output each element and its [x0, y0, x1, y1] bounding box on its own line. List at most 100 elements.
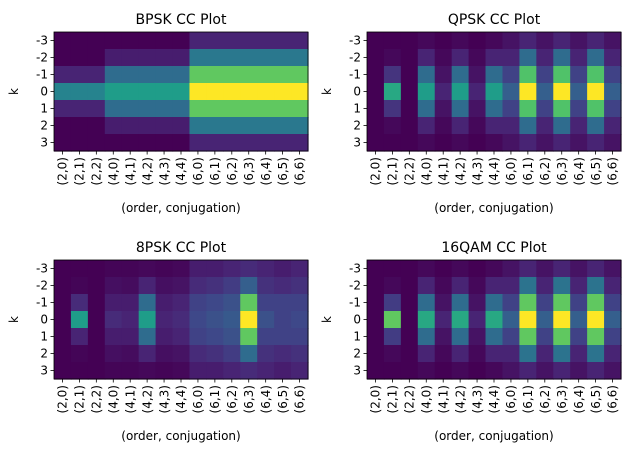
- heatmap-cell: [155, 311, 174, 329]
- heatmap-cell: [468, 345, 487, 363]
- heatmap-cell: [172, 362, 191, 380]
- x-tick-label: (6,4): [572, 385, 586, 413]
- heatmap-cell: [502, 66, 520, 84]
- heatmap-cell: [240, 134, 258, 152]
- heatmap-cell: [87, 260, 106, 278]
- heatmap-cell: [240, 294, 258, 312]
- heatmap-cell: [434, 328, 453, 346]
- heatmap-cell: [536, 134, 554, 152]
- x-tick-label: (4,2): [140, 157, 154, 185]
- heatmap-cell: [121, 362, 140, 380]
- heatmap-cell: [291, 345, 309, 363]
- heatmap-cell: [189, 311, 207, 329]
- x-tick-label: (6,4): [259, 385, 273, 413]
- heatmap-cell: [223, 260, 241, 278]
- heatmap-cell: [587, 117, 605, 135]
- heatmap-cell: [367, 49, 385, 67]
- heatmap-cell: [570, 32, 588, 50]
- heatmap-cell: [206, 134, 224, 152]
- heatmap-cell: [400, 277, 419, 295]
- x-tick-label: (4,0): [106, 385, 120, 413]
- heatmap-cell: [519, 49, 537, 67]
- heatmap-cell: [451, 66, 470, 84]
- heatmap-cell: [257, 134, 275, 152]
- heatmap-cell: [485, 277, 504, 295]
- heatmap-cell: [451, 260, 470, 278]
- y-tick-label: -1: [349, 68, 361, 82]
- heatmap-cell: [553, 117, 571, 135]
- heatmap-cell: [400, 83, 419, 101]
- heatmap-cell: [502, 260, 520, 278]
- heatmap-cell: [206, 277, 224, 295]
- heatmap-cell: [468, 294, 487, 312]
- heatmap-cell: [274, 117, 292, 135]
- x-tick-label: (2,0): [56, 385, 70, 413]
- x-tick-label: (6,2): [538, 157, 552, 185]
- heatmap-cell: [468, 117, 487, 135]
- heatmap-cell: [138, 277, 157, 295]
- heatmap-cell: [291, 66, 309, 84]
- heatmap-cell: [70, 66, 89, 84]
- heatmap-cell: [240, 32, 258, 50]
- heatmap-cell: [70, 32, 89, 50]
- heatmap-cell: [536, 49, 554, 67]
- x-tick-label: (6,3): [242, 385, 256, 413]
- heatmap-cell: [87, 134, 106, 152]
- heatmap-cell: [155, 49, 174, 67]
- heatmap-cell: [400, 32, 419, 50]
- y-tick-label: 1: [353, 330, 361, 344]
- heatmap-cell: [485, 294, 504, 312]
- heatmap-cell: [367, 100, 385, 118]
- y-tick-label: 0: [353, 313, 361, 327]
- heatmap-cell: [502, 294, 520, 312]
- heatmap-cell: [451, 294, 470, 312]
- heatmap-cell: [291, 328, 309, 346]
- heatmap-cell: [468, 328, 487, 346]
- x-tick-label: (6,0): [504, 157, 518, 185]
- heatmap-cell: [291, 311, 309, 329]
- heatmap-cell: [54, 311, 72, 329]
- heatmap-cell: [434, 134, 453, 152]
- heatmap-cell: [383, 345, 402, 363]
- heatmap-cell: [468, 260, 487, 278]
- heatmap-cell: [502, 83, 520, 101]
- heatmap-cell: [400, 49, 419, 67]
- heatmap-cell: [536, 311, 554, 329]
- heatmap-cell: [383, 134, 402, 152]
- heatmap-cell: [104, 66, 123, 84]
- heatmap-cell: [87, 66, 106, 84]
- heatmap-cell: [553, 83, 571, 101]
- heatmap-cell: [291, 134, 309, 152]
- y-tick-label: -1: [36, 68, 48, 82]
- heatmap-cell: [121, 328, 140, 346]
- heatmap-cell: [383, 362, 402, 380]
- heatmap-cell: [604, 328, 622, 346]
- heatmap-cell: [274, 345, 292, 363]
- heatmap-cell: [553, 66, 571, 84]
- heatmap-cell: [434, 49, 453, 67]
- heatmap-cell: [553, 134, 571, 152]
- heatmap-cell: [206, 294, 224, 312]
- x-tick-label: (4,3): [157, 157, 171, 185]
- x-tick-label: (4,4): [487, 385, 501, 413]
- heatmap-cell: [70, 83, 89, 101]
- heatmap-cell: [70, 117, 89, 135]
- y-tick-label: 0: [40, 85, 48, 99]
- heatmap-cell: [417, 294, 436, 312]
- x-tick-label: (6,0): [504, 385, 518, 413]
- heatmap-cell: [434, 66, 453, 84]
- heatmap-cell: [291, 277, 309, 295]
- heatmap-cell: [240, 362, 258, 380]
- heatmap-cell: [604, 311, 622, 329]
- heatmap-cell: [519, 100, 537, 118]
- x-tick-label: (4,0): [419, 385, 433, 413]
- heatmap-cell: [485, 83, 504, 101]
- x-tick-label: (6,3): [242, 157, 256, 185]
- x-tick-label: (2,1): [386, 157, 400, 185]
- heatmap-cell: [367, 311, 385, 329]
- x-tick-label: (6,0): [191, 385, 205, 413]
- heatmap-cell: [485, 260, 504, 278]
- heatmap-cell: [485, 311, 504, 329]
- heatmap-cell: [121, 260, 140, 278]
